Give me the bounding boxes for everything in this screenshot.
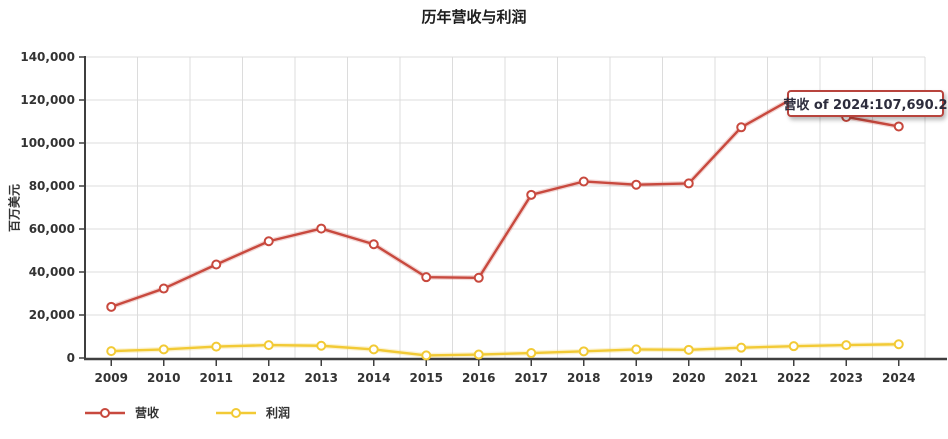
legend-label-profit: 利润: [266, 406, 291, 420]
x-tick-label: 2017: [515, 371, 548, 385]
data-point-revenue-2014[interactable]: [368, 239, 379, 250]
data-point-revenue-2015[interactable]: [421, 272, 432, 283]
data-point-profit-2022[interactable]: [788, 341, 799, 352]
y-tick-label: 80,000: [29, 179, 75, 193]
y-tick-label: 120,000: [20, 93, 75, 107]
tooltip-text: 营收 of 2024:107,690.2: [783, 98, 948, 113]
legend-label-revenue: 营收: [135, 406, 160, 420]
data-point-revenue-2009[interactable]: [106, 301, 117, 312]
x-tick-label: 2023: [830, 371, 863, 385]
y-tick-label: 0: [67, 351, 75, 365]
x-tick-label: 2020: [672, 371, 705, 385]
data-point-profit-2023[interactable]: [841, 340, 852, 351]
data-point-revenue-2017[interactable]: [526, 189, 537, 200]
x-tick-label: 2010: [147, 371, 180, 385]
x-tick-label: 2022: [777, 371, 810, 385]
data-point-profit-2009[interactable]: [106, 346, 117, 357]
data-point-profit-2024[interactable]: [893, 339, 904, 350]
x-tick-label: 2018: [567, 371, 600, 385]
data-point-revenue-2012[interactable]: [263, 236, 274, 247]
data-point-revenue-2010[interactable]: [158, 283, 169, 294]
x-tick-label: 2019: [620, 371, 653, 385]
legend-item-revenue[interactable]: 营收: [84, 404, 159, 421]
legend-marker-icon: [100, 407, 110, 418]
series-line-revenue[interactable]: [110, 96, 899, 308]
data-point-revenue-2019[interactable]: [631, 179, 642, 190]
data-point-revenue-2016[interactable]: [473, 272, 484, 283]
data-point-revenue-2024[interactable]: [893, 121, 904, 132]
data-point-profit-2010[interactable]: [158, 344, 169, 355]
series-line-profit[interactable]: [111, 343, 899, 357]
x-tick-label: 2015: [410, 371, 443, 385]
y-tick-label: 40,000: [29, 265, 75, 279]
y-tick-label: 60,000: [29, 222, 75, 236]
y-tick-label: 20,000: [29, 308, 75, 322]
y-tick-label: 140,000: [20, 50, 75, 64]
data-point-profit-2014[interactable]: [368, 344, 379, 355]
tooltip: 营收 of 2024:107,690.2: [783, 90, 948, 117]
legend-swatch-profit: [216, 407, 257, 418]
data-point-profit-2018[interactable]: [578, 346, 589, 357]
data-point-profit-2021[interactable]: [736, 342, 747, 353]
data-point-profit-2020[interactable]: [683, 344, 694, 355]
x-tick-label: 2012: [252, 371, 285, 385]
x-tick-label: 2014: [357, 371, 390, 385]
x-tick-label: 2013: [305, 371, 338, 385]
legend: 营收 利润: [84, 404, 346, 421]
x-tick-label: 2024: [882, 371, 915, 385]
chart-title: 历年营收与利润: [421, 8, 527, 26]
data-point-profit-2012[interactable]: [263, 340, 274, 351]
x-tick-label: 2011: [200, 371, 233, 385]
data-point-revenue-2011[interactable]: [211, 259, 222, 270]
data-point-profit-2013[interactable]: [316, 340, 327, 351]
data-point-profit-2016[interactable]: [473, 349, 484, 360]
data-point-profit-2019[interactable]: [631, 344, 642, 355]
legend-swatch-revenue: [85, 407, 125, 418]
x-tick-label: 2009: [95, 371, 128, 385]
legend-marker-icon: [231, 407, 242, 418]
legend-item-profit[interactable]: 利润: [215, 404, 290, 421]
x-tick-label: 2016: [462, 371, 495, 385]
data-point-revenue-2018[interactable]: [578, 176, 589, 187]
x-tick-label: 2021: [725, 371, 758, 385]
data-point-revenue-2021[interactable]: [736, 122, 747, 133]
data-point-revenue-2020[interactable]: [683, 178, 694, 189]
y-tick-label: 100,000: [20, 136, 75, 150]
data-point-revenue-2013[interactable]: [316, 223, 327, 234]
data-point-profit-2017[interactable]: [526, 348, 537, 359]
data-point-profit-2015[interactable]: [421, 350, 432, 361]
data-point-profit-2011[interactable]: [211, 341, 222, 352]
